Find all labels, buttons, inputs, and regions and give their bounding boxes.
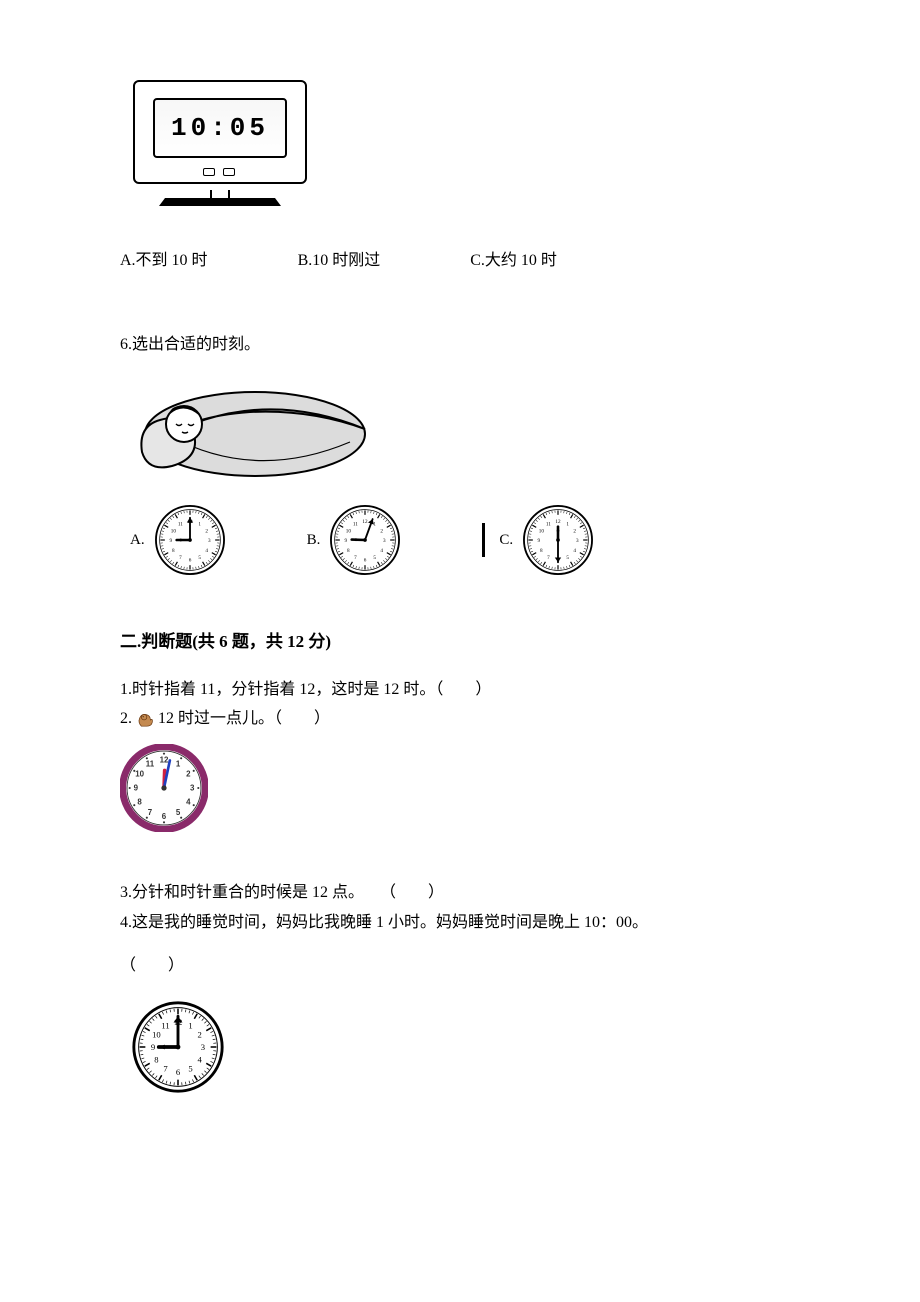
svg-text:11: 11 [177,522,182,528]
svg-text:9: 9 [538,538,541,544]
svg-text:7: 7 [163,1063,168,1073]
svg-text:10: 10 [152,1029,161,1039]
q6-prompt: 6.选出合适的时刻。 [120,330,800,354]
q5-option-b: B.10 时刚过 [298,246,381,270]
analog-clock-icon: 123456789101112 [153,503,227,577]
s2-q2-text: 12 时过一点儿。（ ） [158,705,330,732]
analog-clock-icon: 123456789101112 [328,503,402,577]
svg-text:11: 11 [161,1020,169,1030]
plain-analog-clock: 123456789101112 [130,999,226,1095]
svg-text:5: 5 [566,555,569,561]
svg-text:10: 10 [170,529,176,535]
q6-label-a: A. [130,532,145,549]
svg-text:2: 2 [205,529,208,535]
svg-text:3: 3 [576,538,579,544]
svg-text:11: 11 [353,522,358,528]
q6-clock-options: A. 123456789101112 B. 123456789101112 C.… [130,503,800,577]
svg-text:6: 6 [364,557,367,563]
q5-option-a: A.不到 10 时 [120,246,208,270]
svg-text:3: 3 [383,538,386,544]
svg-text:9: 9 [151,1042,155,1052]
svg-text:7: 7 [179,555,182,561]
s2-q2: 2. 12 时过一点儿。（ ） [120,705,800,732]
q6-option-c: C. 123456789101112 [482,503,595,577]
svg-text:4: 4 [186,798,191,807]
digital-clock-screen: 10:05 [153,98,287,158]
q5-options: A.不到 10 时 B.10 时刚过 C.大约 10 时 [120,246,800,270]
svg-text:10: 10 [539,529,545,535]
svg-text:6: 6 [162,812,167,821]
svg-text:5: 5 [374,555,377,561]
q6-label-c: C. [499,532,513,549]
svg-text:9: 9 [345,538,348,544]
svg-text:1: 1 [188,1020,192,1030]
svg-text:11: 11 [546,522,551,528]
clock-stand-base [159,198,281,206]
svg-text:12: 12 [160,756,169,765]
digital-clock-figure: 10:05 [120,80,320,206]
svg-text:5: 5 [188,1063,192,1073]
q6-label-b: B. [307,532,321,549]
worksheet-page: 10:05 A.不到 10 时 B.10 时刚过 C.大约 10 时 6.选出合… [0,0,920,1160]
clock-button-icon [223,168,235,176]
svg-text:9: 9 [134,784,139,793]
svg-text:2: 2 [573,529,576,535]
svg-text:3: 3 [208,538,211,544]
sleeping-child-figure [130,374,380,484]
svg-text:4: 4 [205,548,208,554]
analog-clock-icon: 123456789101112 [521,503,595,577]
svg-text:2: 2 [186,770,191,779]
svg-text:8: 8 [540,548,543,554]
svg-text:12: 12 [556,519,562,525]
s2-q4-line2: （ ） [120,952,800,979]
svg-text:2: 2 [197,1029,201,1039]
svg-text:5: 5 [198,555,201,561]
clock-stand-neck [210,190,230,198]
svg-text:8: 8 [154,1054,158,1064]
svg-text:8: 8 [172,548,175,554]
svg-text:6: 6 [176,1067,181,1077]
vertical-bar-icon [482,523,485,557]
s2-q3: 3.分针和时针重合的时候是 12 点。 （ ） [120,879,800,906]
svg-text:11: 11 [146,760,155,769]
svg-text:5: 5 [176,808,181,817]
svg-text:6: 6 [188,557,191,563]
svg-text:2: 2 [381,529,384,535]
squirrel-icon [136,710,154,728]
svg-text:1: 1 [566,522,569,528]
svg-text:9: 9 [169,538,172,544]
svg-text:1: 1 [198,522,201,528]
svg-text:1: 1 [176,760,181,769]
svg-text:7: 7 [354,555,357,561]
svg-text:10: 10 [135,770,144,779]
svg-text:7: 7 [547,555,550,561]
svg-text:12: 12 [363,519,369,525]
svg-text:10: 10 [346,529,352,535]
s2-q2-number: 2. [120,705,132,732]
svg-text:8: 8 [137,798,142,807]
svg-text:3: 3 [201,1042,205,1052]
q6-option-b: B. 123456789101112 [307,503,403,577]
svg-text:4: 4 [197,1054,202,1064]
digital-clock-body: 10:05 [133,80,307,184]
svg-text:4: 4 [573,548,576,554]
section2-header: 二.判断题(共 6 题，共 12 分) [120,627,800,652]
q5-option-c: C.大约 10 时 [470,246,557,270]
svg-text:3: 3 [190,784,195,793]
q6-option-a: A. 123456789101112 [130,503,227,577]
s2-q4-line1: 4.这是我的睡觉时间，妈妈比我晚睡 1 小时。妈妈睡觉时间是晚上 10：00。 [120,909,800,936]
svg-text:7: 7 [148,808,153,817]
s2-q1: 1.时针指着 11，分针指着 12，这时是 12 时。（ ） [120,676,800,703]
svg-text:4: 4 [381,548,384,554]
clock-button-icon [203,168,215,176]
purple-analog-clock: 123456789101112 [120,744,208,832]
svg-text:8: 8 [347,548,350,554]
